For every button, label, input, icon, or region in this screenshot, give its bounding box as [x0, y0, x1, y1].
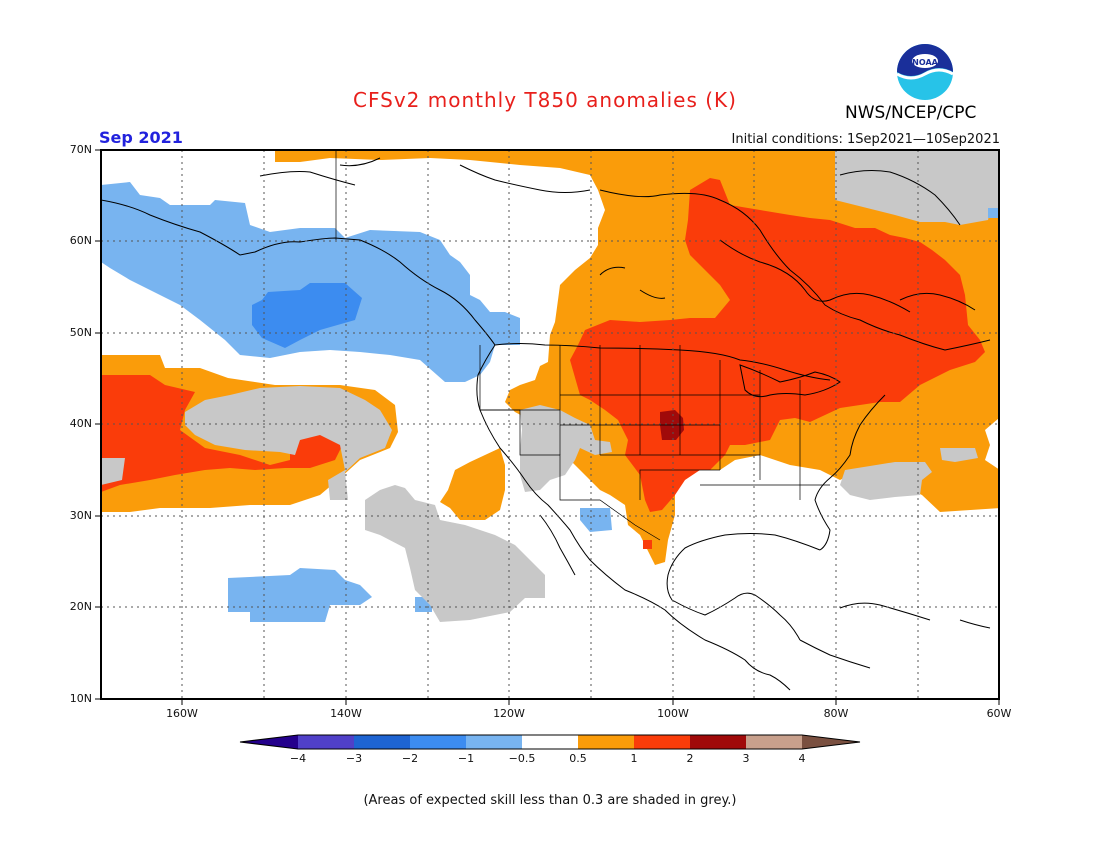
colorbar-segment: [578, 735, 634, 749]
anomaly-region-grey-atlantic2: [940, 448, 978, 462]
colorbar-label: −0.5: [508, 752, 536, 765]
lon-label-140w: 140W: [330, 707, 362, 720]
anomaly-region-lightblue-bering: [101, 185, 120, 225]
lon-label-60w: 60W: [986, 707, 1012, 720]
colorbar-label: 4: [798, 752, 806, 765]
colorbar-label: −4: [289, 752, 307, 765]
colorbar-segment: [410, 735, 466, 749]
lat-label-70n: 70N: [69, 143, 92, 156]
lat-label-10n: 10N: [69, 692, 92, 705]
anomaly-region-lightblue-mexico: [580, 508, 612, 532]
colorbar-segment: [522, 735, 578, 749]
anomaly-region-redorange-speck: [643, 540, 652, 549]
colorbar-label: −1: [457, 752, 475, 765]
skill-footnote: (Areas of expected skill less than 0.3 a…: [363, 793, 737, 808]
boundaries: [335, 150, 830, 541]
anomaly-region-grey-atlantic: [840, 462, 932, 500]
colorbar-label: 1: [630, 752, 638, 765]
lat-label-30n: 30N: [69, 509, 92, 522]
lat-label-20n: 20N: [69, 600, 92, 613]
anomaly-region-lightblue: [101, 182, 520, 382]
colorbar-lowest-triangle: [240, 735, 298, 749]
colorbar-label: 0.5: [569, 752, 587, 765]
lon-label-160w: 160W: [166, 707, 198, 720]
colorbar: [239, 734, 861, 750]
noaa-logo: NOAA: [896, 44, 954, 100]
anomaly-region-grey-westpatch: [101, 458, 125, 485]
lon-label-120w: 120W: [493, 707, 525, 720]
lat-label-50n: 50N: [69, 326, 92, 339]
anomaly-region-redorange-pacific: [101, 375, 345, 492]
colorbar-highest-triangle: [802, 735, 860, 749]
anomaly-region-grey-southwest: [520, 405, 612, 492]
lat-label-60n: 60N: [69, 234, 92, 247]
initial-conditions: Initial conditions: 1Sep2021—10Sep2021: [731, 132, 1000, 147]
colorbar-label: −2: [401, 752, 419, 765]
anomaly-region-midblue: [252, 283, 362, 348]
chart-title: CFSv2 monthly T850 anomalies (K): [353, 88, 737, 112]
colorbar-label: 2: [686, 752, 694, 765]
anomaly-region-lightblue-east: [988, 208, 999, 218]
organization-label: NWS/NCEP/CPC: [845, 103, 977, 123]
colorbar-segment: [746, 735, 802, 749]
anomaly-region-grey-greenland: [835, 150, 999, 225]
anomaly-region-grey-pacific: [185, 386, 392, 500]
colorbar-segment: [690, 735, 746, 749]
colorbar-segment: [466, 735, 522, 749]
anomaly-region-orange-california: [440, 448, 505, 520]
colorbar-label: −3: [345, 752, 363, 765]
colorbar-segment: [634, 735, 690, 749]
colorbar-segment: [354, 735, 410, 749]
colorbar-label: 3: [742, 752, 750, 765]
anomaly-region-grey-subtropical: [365, 485, 545, 622]
graticule: [101, 150, 999, 699]
lat-label-40n: 40N: [69, 417, 92, 430]
noaa-logo-text: NOAA: [912, 58, 938, 67]
lon-label-100w: 100W: [657, 707, 689, 720]
axis-ticks: [95, 149, 1000, 705]
colorbar-segment: [298, 735, 354, 749]
forecast-month: Sep 2021: [99, 128, 183, 147]
lon-label-80w: 80W: [823, 707, 849, 720]
anomaly-region-lightblue-south: [228, 568, 372, 622]
